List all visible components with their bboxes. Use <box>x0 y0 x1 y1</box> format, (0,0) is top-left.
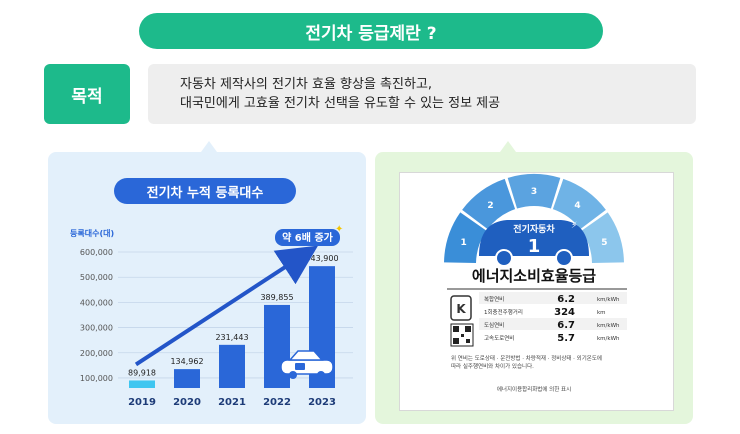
page-title: 전기차 등급제란 ? <box>139 13 603 49</box>
energy-efficiency-label: 1 2 3 4 5 ⚡ 전기자동차 1 에너지소비효율등급 K 복합연비 6.2 km/kW… <box>444 174 627 393</box>
bar-value-label: 231,443 <box>215 333 248 342</box>
purpose-line-2: 대국민에게 고효율 전기차 선택을 유도할 수 있는 정보 제공 <box>180 96 501 111</box>
y-tick-label: 400,000 <box>80 298 113 307</box>
grade-number: 3 <box>531 187 537 197</box>
label-note-2: 따라 실주행연비와 차이가 있습니다. <box>451 362 534 370</box>
bar-value-label: 389,855 <box>260 293 293 302</box>
y-axis-label: 등록대수(대) <box>70 228 114 238</box>
y-tick-label: 600,000 <box>80 248 113 257</box>
bar <box>219 344 245 388</box>
x-tick-label: 2023 <box>308 397 336 408</box>
plug-icon: ⚡ <box>571 221 577 231</box>
grade-segment <box>444 212 487 263</box>
grade-segment <box>507 174 561 209</box>
grade-value: 1 <box>528 236 541 257</box>
spec-unit: km/kWh <box>597 323 620 329</box>
growth-arrow <box>134 245 319 367</box>
spec-row <box>479 292 627 304</box>
x-tick-label: 2020 <box>173 397 201 408</box>
grade-segment <box>462 178 516 230</box>
electric-car-icon <box>280 350 334 379</box>
spec-value: 5.7 <box>557 333 575 344</box>
growth-annotation: 약 6배 증가 ✦ <box>275 224 343 246</box>
grade-number: 4 <box>574 201 580 211</box>
grade-segment <box>552 178 606 230</box>
spec-value: 6.7 <box>557 320 575 331</box>
grade-segment <box>581 212 624 263</box>
spec-value: 6.2 <box>557 294 575 305</box>
chart-title: 전기차 누적 등록대수 <box>114 178 296 204</box>
registration-chart: 등록대수(대) 100,000 200,000 300,000 400,000 500,… <box>70 224 353 408</box>
bar-value-label: 543,900 <box>305 254 338 263</box>
label-heading: 에너지소비효율등급 <box>472 267 596 285</box>
bar <box>129 380 155 388</box>
spec-value: 324 <box>554 307 575 318</box>
y-tick-label: 500,000 <box>80 273 113 282</box>
growth-annotation-text: 약 6배 증가 <box>282 231 334 244</box>
y-tick-label: 300,000 <box>80 324 113 333</box>
spec-unit: km/kWh <box>597 297 620 303</box>
spec-row <box>479 305 627 317</box>
spec-unit: km/kWh <box>597 336 620 342</box>
x-tick-label: 2022 <box>263 397 291 408</box>
grade-title: 전기자동차 <box>513 223 555 235</box>
x-tick-label: 2019 <box>128 397 156 408</box>
grade-number: 1 <box>460 238 466 248</box>
energy-label-card <box>399 172 674 411</box>
left-pointer <box>201 141 217 152</box>
spec-label: 고속도로연비 <box>484 334 514 342</box>
spec-label: 1회충전주행거리 <box>484 308 523 316</box>
bar-value-label: 89,918 <box>128 368 156 377</box>
label-note-1: 위 연비는 도로상태 · 운전방법 · 차량적재 · 정비상태 · 외기온도에 <box>451 354 602 362</box>
x-tick-label: 2021 <box>218 397 246 408</box>
kc-mark-icon: K <box>450 295 472 321</box>
qr-code-icon <box>450 323 474 347</box>
spec-row <box>479 331 627 343</box>
spec-row <box>479 318 627 330</box>
spec-label: 도심연비 <box>484 321 504 329</box>
y-tick-label: 200,000 <box>80 349 113 358</box>
spec-label: 복합연비 <box>484 295 504 303</box>
purpose-line-1: 자동차 제작사의 전기차 효율 향상을 촉진하고, <box>180 77 433 92</box>
sparkle-icon: ✦ <box>335 224 343 235</box>
grade-number: 5 <box>601 238 607 248</box>
car-badge: ⚡ 전기자동차 1 <box>479 220 589 267</box>
bar <box>264 304 290 388</box>
svg-text:K: K <box>456 302 466 316</box>
spec-unit: km <box>597 310 606 316</box>
bar-value-label: 134,962 <box>170 357 203 366</box>
right-pointer <box>500 141 516 152</box>
purpose-description: 자동차 제작사의 전기차 효율 향상을 촉진하고, 대국민에게 고효율 전기차 … <box>148 64 696 124</box>
label-footer: 에너지이용합리화법에 의한 표시 <box>497 385 571 393</box>
grade-number: 2 <box>487 201 493 211</box>
bar <box>174 369 200 388</box>
purpose-label: 목적 <box>44 64 130 124</box>
y-tick-label: 100,000 <box>80 374 113 383</box>
